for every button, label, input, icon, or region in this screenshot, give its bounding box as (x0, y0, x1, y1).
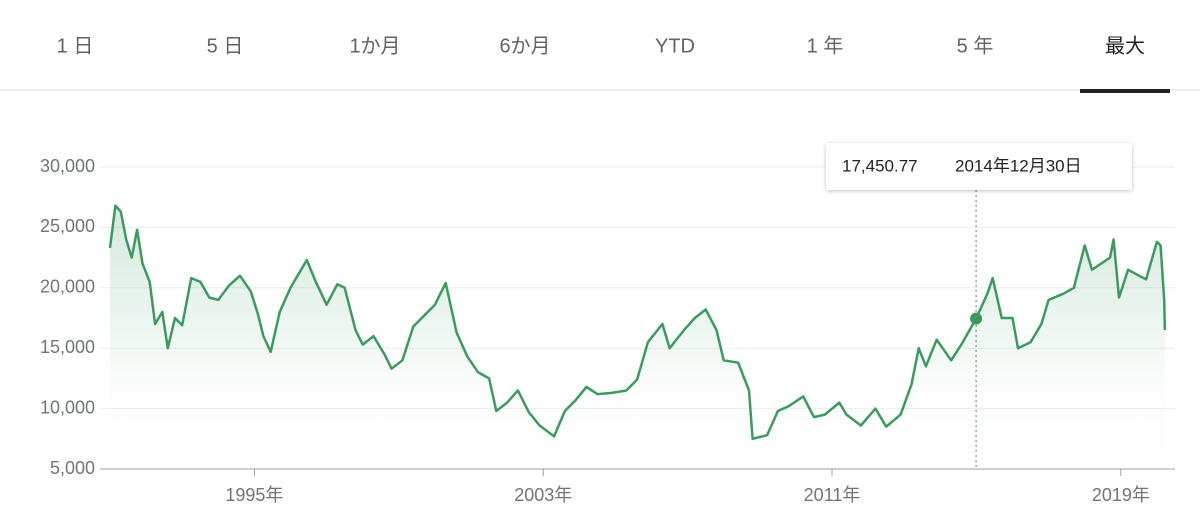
tab[interactable]: 5 年 (957, 34, 994, 57)
tooltip-value: 17,450.77 (842, 156, 918, 175)
tab[interactable]: 6か月 (499, 35, 550, 57)
y-tick-label: 25,000 (40, 216, 95, 236)
tab-underline (1080, 89, 1170, 93)
tooltip-box (826, 143, 1132, 190)
line (108, 204, 1167, 441)
tab-bar: 1 日 5 日 1か月 6か月 YTD 1 年 5 年 最大 (57, 34, 1170, 93)
tooltip-dot (970, 312, 983, 325)
tooltip-date: 2014年12月30日 (955, 156, 1082, 175)
x-tick-label: 2019年 (1092, 485, 1150, 505)
y-tick-label: 30,000 (40, 156, 95, 176)
y-tick-label: 15,000 (40, 337, 95, 357)
tab[interactable]: 5 日 (207, 35, 244, 57)
tab[interactable]: 最大 (1105, 34, 1145, 57)
y-tick-label: 10,000 (40, 397, 95, 417)
area (110, 205, 1165, 469)
x-tick-label: 2011年 (804, 485, 861, 505)
tab[interactable]: YTD (655, 35, 695, 57)
y-tick-label: 20,000 (40, 277, 95, 297)
x-tick-label: 1995年 (225, 485, 283, 505)
tab[interactable]: 1か月 (349, 35, 400, 57)
tab[interactable]: 1 日 (57, 35, 94, 57)
tab[interactable]: 1 年 (807, 34, 844, 57)
x-tick-label: 2003年 (514, 485, 572, 505)
plot: 5,000 10,000 15,000 20,000 25,000 30,000 1995年… (40, 156, 1175, 505)
tooltip: 17,450.77 2014年12月30日 (826, 143, 1132, 190)
y-tick-label: 5,000 (50, 458, 95, 478)
